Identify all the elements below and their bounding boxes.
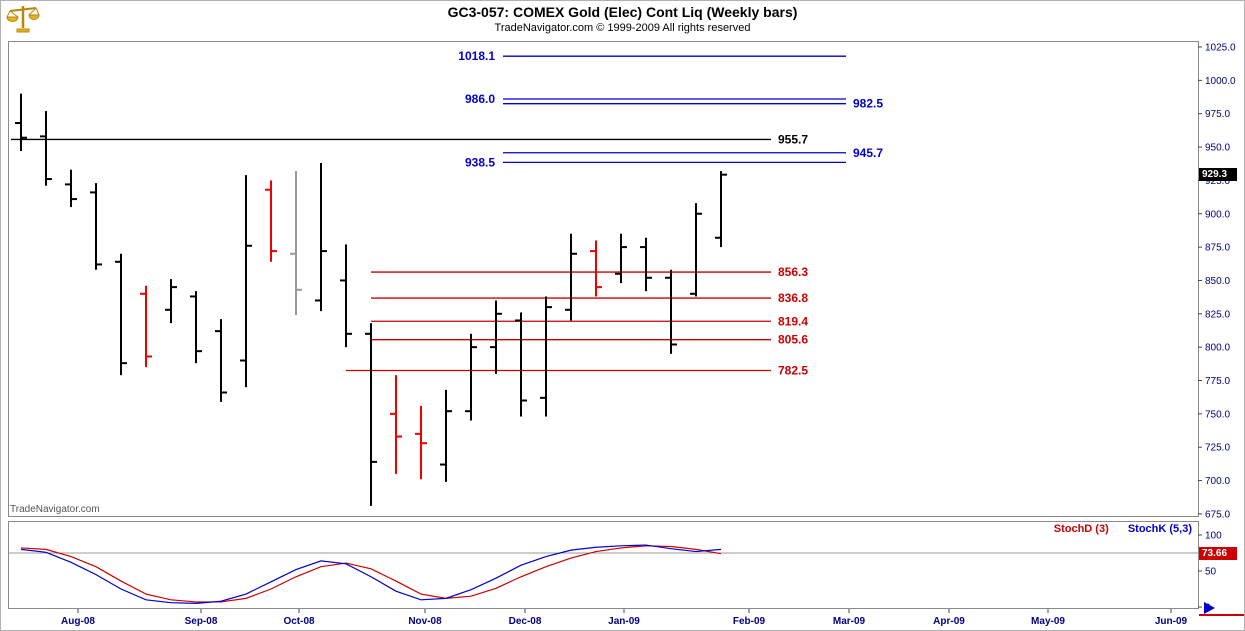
price-axis-label: 925.0 xyxy=(1205,176,1230,187)
stoch-value-box: 73.66 xyxy=(1199,546,1237,560)
level-label-982.5: 982.5 xyxy=(853,97,883,111)
level-label-819.4: 819.4 xyxy=(778,314,808,328)
chart-title: GC3-057: COMEX Gold (Elec) Cont Liq (Wee… xyxy=(447,4,798,20)
level-label-782.5: 782.5 xyxy=(778,363,808,377)
level-label-986.0: 986.0 xyxy=(465,92,495,106)
month-label: Jan-09 xyxy=(608,616,640,627)
month-label: Apr-09 xyxy=(933,616,965,627)
scroll-right-arrow[interactable] xyxy=(1204,602,1215,614)
price-axis-label: 850.0 xyxy=(1205,276,1230,287)
price-axis-label: 775.0 xyxy=(1205,376,1230,387)
price-axis-label: 950.0 xyxy=(1205,143,1230,154)
stoch-axis-label: 50 xyxy=(1205,567,1217,578)
price-axis-label: 825.0 xyxy=(1205,309,1230,320)
price-axis-label: 675.0 xyxy=(1205,509,1230,520)
stoch-panel-frame xyxy=(8,521,1199,609)
price-axis-label: 725.0 xyxy=(1205,443,1230,454)
month-label: Dec-08 xyxy=(509,616,542,627)
indicator-legend: StochD (3) StochK (5,3) xyxy=(1038,523,1192,535)
watermark: TradeNavigator.com xyxy=(10,504,100,515)
last-price-box: 929.3 xyxy=(1199,167,1237,181)
app-logo-scales-icon xyxy=(6,3,40,35)
level-label-945.7: 945.7 xyxy=(853,146,883,160)
price-axis-label: 800.0 xyxy=(1205,343,1230,354)
chart-subtitle: TradeNavigator.com © 1999-2009 All right… xyxy=(494,22,751,34)
month-label: Feb-09 xyxy=(733,616,766,627)
level-label-1018.1: 1018.1 xyxy=(458,49,495,63)
level-label-856.3: 856.3 xyxy=(778,265,808,279)
price-axis-label: 1000.0 xyxy=(1205,76,1236,87)
price-axis-label: 900.0 xyxy=(1205,209,1230,220)
month-label: Sep-08 xyxy=(185,616,218,627)
stoch-axis-label: 100 xyxy=(1205,531,1222,542)
level-label-938.5: 938.5 xyxy=(465,155,495,169)
level-label-836.8: 836.8 xyxy=(778,291,808,305)
price-axis-label: 1025.0 xyxy=(1205,43,1236,54)
stoch-k-line xyxy=(20,544,722,605)
month-label: Oct-08 xyxy=(283,616,315,627)
stoch-d-legend[interactable]: StochD (3) xyxy=(1053,523,1109,535)
main-panel-frame xyxy=(8,41,1199,517)
stoch-d-line xyxy=(20,545,722,603)
level-label-805.6: 805.6 xyxy=(778,333,808,347)
month-label: Jun-09 xyxy=(1155,616,1188,627)
level-label-955.7: 955.7 xyxy=(778,132,808,146)
price-axis-label: 975.0 xyxy=(1205,109,1230,120)
month-label: May-09 xyxy=(1031,616,1065,627)
price-axis-label: 750.0 xyxy=(1205,409,1230,420)
month-label: Mar-09 xyxy=(833,616,866,627)
price-axis-label: 875.0 xyxy=(1205,243,1230,254)
scroll-track[interactable] xyxy=(1199,614,1245,616)
stoch-k-legend[interactable]: StochK (5,3) xyxy=(1127,523,1192,535)
price-axis-label: 700.0 xyxy=(1205,476,1230,487)
month-label: Aug-08 xyxy=(61,616,95,627)
scales-icon xyxy=(6,6,40,33)
month-label: Nov-08 xyxy=(408,616,442,627)
